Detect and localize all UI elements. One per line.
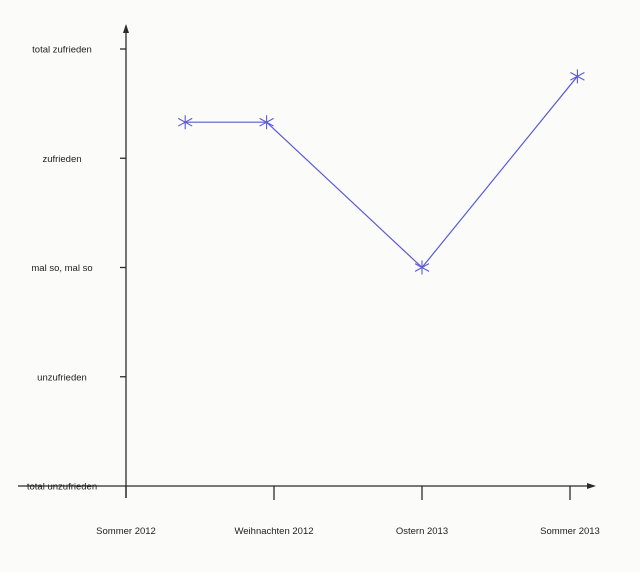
data-point-marker xyxy=(177,115,193,130)
y-tick-label: total zufrieden xyxy=(32,45,92,56)
series-line xyxy=(185,75,578,269)
y-tick-label: zufrieden xyxy=(42,154,81,165)
x-tick-label: Weihnachten 2012 xyxy=(234,526,313,537)
x-tick-label: Sommer 2013 xyxy=(540,526,600,537)
x-tick-label: Sommer 2012 xyxy=(96,526,156,537)
x-tick-label: Ostern 2013 xyxy=(396,526,448,537)
y-tick-label: total unzufrieden xyxy=(27,482,97,493)
data-point-marker xyxy=(259,115,274,130)
y-tick-label: mal so, mal so xyxy=(31,263,92,274)
y-axis-arrow xyxy=(123,24,129,33)
data-point-marker xyxy=(570,69,585,84)
x-axis-arrow xyxy=(587,483,596,489)
y-tick-label: unzufrieden xyxy=(37,372,87,383)
data-point-marker xyxy=(414,260,430,275)
